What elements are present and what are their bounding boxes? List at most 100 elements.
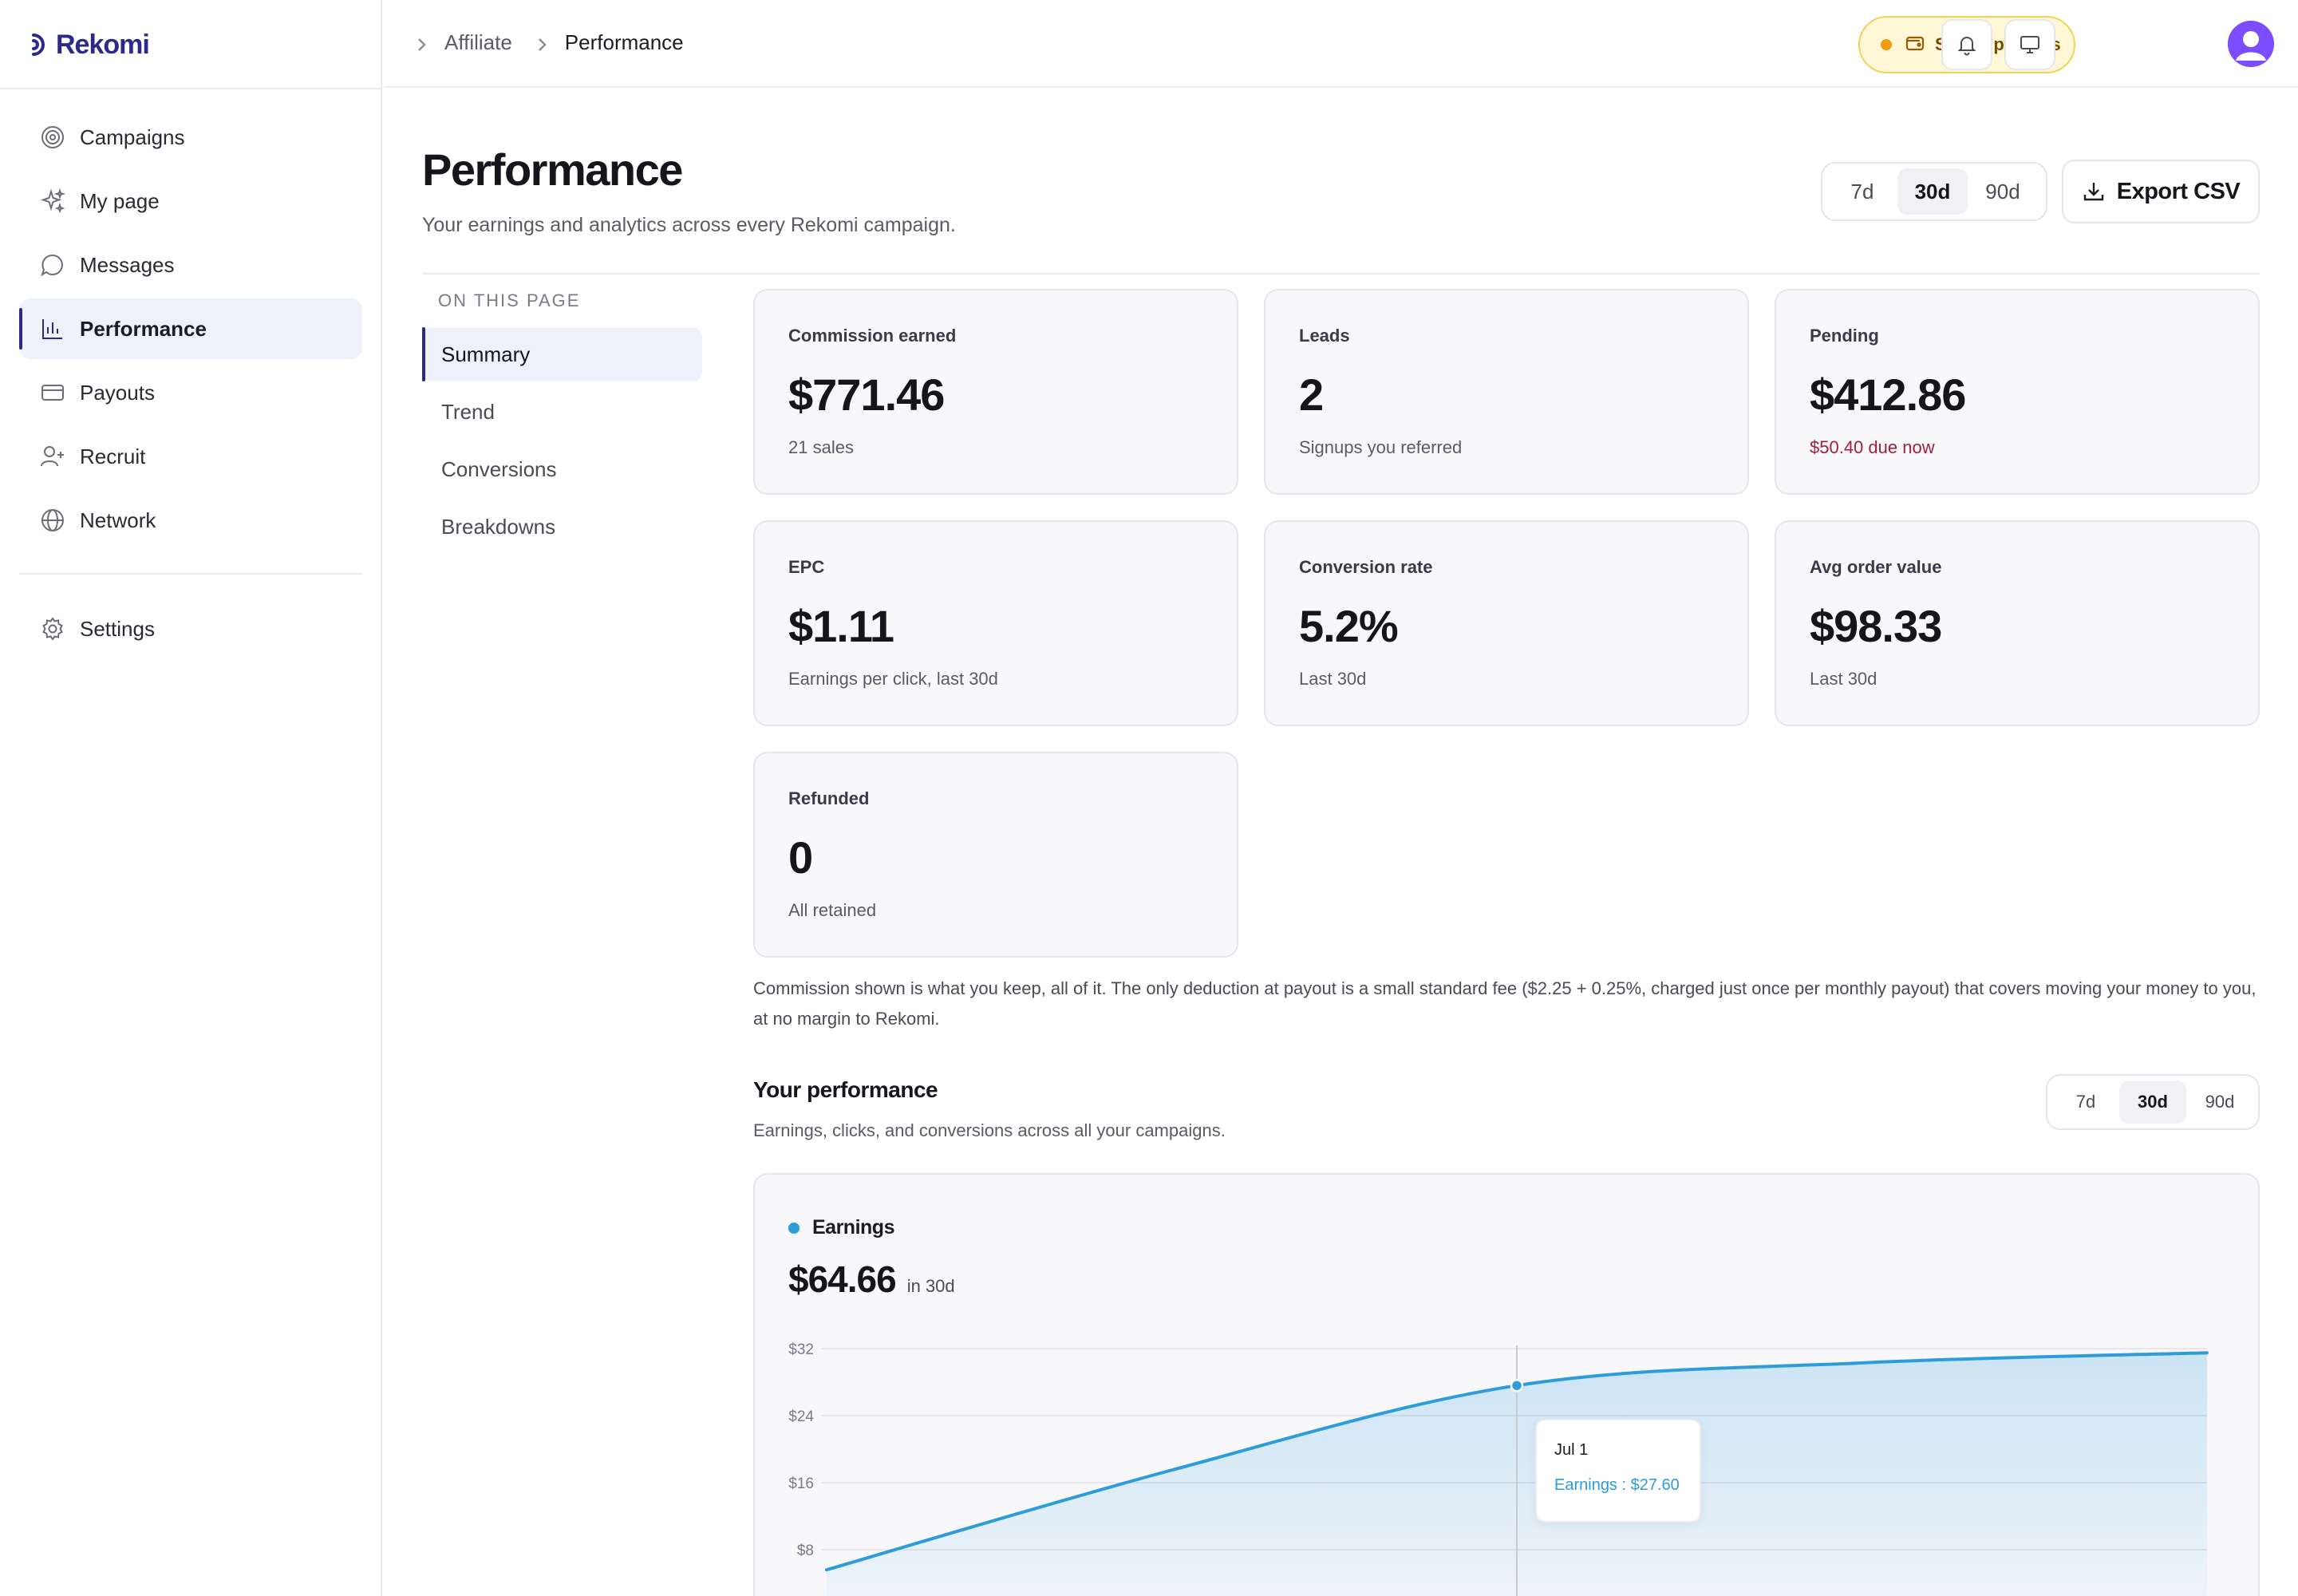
notifications-button[interactable]	[1941, 19, 1992, 70]
sidebar-item-label: Recruit	[80, 444, 146, 468]
toc-item-summary[interactable]: Summary	[422, 327, 702, 381]
stat-sub: 21 sales	[788, 437, 854, 457]
stat-card-refunded: Refunded 0 All retained	[753, 752, 1238, 958]
stat-title: EPC	[788, 557, 825, 577]
stat-title: Refunded	[788, 788, 870, 808]
chart-legend: Earnings	[788, 1216, 894, 1239]
chart-range-option-90d[interactable]: 90d	[2205, 1092, 2235, 1112]
sidebar-item-messages[interactable]: Messages	[19, 235, 362, 295]
gear-icon	[38, 614, 67, 643]
page-subtitle: Your earnings and analytics across every…	[422, 214, 956, 236]
stat-card-avg-order-value: Avg order value $98.33 Last 30d	[1775, 520, 2260, 726]
main-divider	[422, 273, 2260, 275]
sidebar-item-settings[interactable]: Settings	[19, 598, 362, 659]
y-tick-label: $8	[797, 1543, 814, 1559]
globe-icon	[38, 506, 67, 535]
user-avatar-icon	[2228, 21, 2274, 67]
sidebar-item-my-page[interactable]: My page	[19, 171, 362, 231]
section-title-performance: Your performance	[753, 1077, 938, 1102]
chat-bubble-icon	[38, 251, 67, 279]
stat-title: Pending	[1810, 326, 1879, 346]
sidebar-item-campaigns[interactable]: Campaigns	[19, 107, 362, 168]
tooltip-date: Jul 1	[1554, 1441, 1589, 1459]
toc-heading: ON THIS PAGE	[438, 290, 581, 310]
section-subtitle-performance: Earnings, clicks, and conversions across…	[753, 1120, 1226, 1140]
toc-item-conversions[interactable]: Conversions	[441, 456, 557, 481]
stat-value: $412.86	[1810, 369, 1966, 420]
y-tick-label: $24	[788, 1408, 814, 1425]
bar-chart-icon	[38, 314, 67, 343]
breadcrumb-item-current: Performance	[564, 30, 684, 54]
stat-title: Conversion rate	[1299, 557, 1433, 577]
legend-series-name: Earnings	[812, 1216, 894, 1238]
export-csv-button[interactable]: Export CSV	[2062, 160, 2260, 223]
status-dot	[1881, 39, 1892, 50]
credit-card-icon	[38, 378, 67, 407]
rekomi-logo-icon	[32, 34, 45, 56]
stat-sub: Signups you referred	[1299, 437, 1463, 457]
monitor-icon	[2020, 36, 2039, 53]
sidebar-divider	[19, 573, 362, 575]
stat-value: $771.46	[788, 369, 945, 420]
toc-item-breakdowns[interactable]: Breakdowns	[441, 514, 556, 539]
chart-range-option-30d[interactable]: 30d	[2119, 1080, 2186, 1124]
chart-total-amount: $64.66	[788, 1258, 897, 1300]
y-tick-label: $16	[788, 1476, 814, 1492]
export-csv-label: Export CSV	[2116, 178, 2241, 204]
sidebar-item-network[interactable]: Network	[19, 490, 362, 551]
stat-value: $98.33	[1810, 601, 1942, 651]
page-title: Performance	[422, 144, 683, 195]
app-name: Rekomi	[56, 29, 150, 60]
stat-title: Avg order value	[1810, 557, 1942, 577]
sidebar-item-recruit[interactable]: Recruit	[19, 426, 362, 487]
range-option-7d[interactable]: 7d	[1850, 179, 1874, 203]
chart-total: $64.66 in 30d	[788, 1258, 955, 1301]
y-tick-label: $32	[788, 1341, 814, 1358]
download-icon	[2083, 183, 2103, 201]
stat-sub: Last 30d	[1299, 669, 1367, 689]
app-logo[interactable]: Rekomi	[29, 29, 150, 61]
stat-title: Commission earned	[788, 326, 957, 346]
date-range-selector: 7d 30d 90d	[1821, 162, 2047, 221]
sidebar-item-label: Performance	[80, 316, 207, 341]
top-header: Affiliate Performance Set up payouts	[384, 0, 2298, 88]
display-mode-button[interactable]	[2004, 19, 2055, 70]
stat-value: $1.11	[788, 601, 894, 651]
avatar[interactable]	[2228, 21, 2274, 67]
chevron-right-icon	[413, 34, 430, 52]
stat-card-leads: Leads 2 Signups you referred	[1264, 289, 1749, 495]
toc-item-trend[interactable]: Trend	[441, 399, 495, 424]
sidebar-item-label: Campaigns	[80, 124, 185, 149]
sparkle-icon	[38, 187, 67, 215]
wallet-icon	[1905, 33, 1935, 57]
sidebar-item-label: My page	[80, 188, 160, 213]
stat-card-commission: Commission earned $771.46 21 sales	[753, 289, 1238, 495]
range-option-30d[interactable]: 30d	[1897, 168, 1968, 215]
sidebar-item-label: Network	[80, 508, 156, 532]
stat-value: 5.2%	[1299, 601, 1399, 651]
chart-range-selector: 7d 30d 90d	[2046, 1074, 2260, 1130]
sidebar-nav: Campaigns My page Messages Performance P…	[19, 107, 362, 662]
sidebar: Rekomi Campaigns My page Messages Perfo	[0, 0, 382, 1596]
stat-sub: All retained	[788, 900, 877, 920]
chart-range-option-7d[interactable]: 7d	[2075, 1092, 2096, 1112]
sidebar-item-label: Settings	[80, 616, 155, 641]
on-this-page-nav: ON THIS PAGE Summary Trend Conversions B…	[422, 290, 702, 557]
target-icon	[38, 123, 67, 152]
sidebar-item-payouts[interactable]: Payouts	[19, 362, 362, 423]
breadcrumb-item-affiliate[interactable]: Affiliate	[444, 30, 512, 54]
tooltip-marker	[1510, 1378, 1524, 1393]
stat-value: 0	[788, 832, 813, 883]
stat-card-conversion-rate: Conversion rate 5.2% Last 30d	[1264, 520, 1749, 726]
range-option-90d[interactable]: 90d	[1985, 179, 2020, 203]
chart-tooltip: Jul 1 Earnings : $27.60	[1535, 1419, 1701, 1523]
stat-card-pending: Pending $412.86 $50.40 due now	[1775, 289, 2260, 495]
earnings-chart[interactable]: $0$8$16$24$32	[755, 1175, 2260, 1596]
sidebar-item-performance[interactable]: Performance	[19, 298, 362, 359]
breadcrumb: Affiliate Performance	[413, 30, 684, 55]
stat-sub: Earnings per click, last 30d	[788, 669, 998, 689]
chart-total-period: in 30d	[906, 1276, 955, 1296]
sidebar-divider	[0, 88, 382, 89]
sidebar-item-label: Messages	[80, 252, 175, 277]
legend-dot	[788, 1222, 800, 1234]
